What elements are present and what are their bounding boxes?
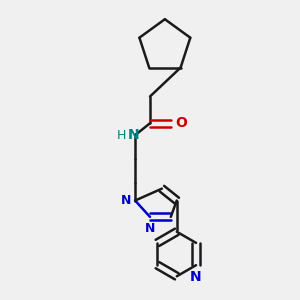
Text: N: N [145, 222, 155, 235]
Text: N: N [128, 128, 140, 142]
Text: N: N [121, 194, 132, 207]
Text: H: H [117, 129, 127, 142]
Text: N: N [190, 270, 202, 283]
Text: O: O [175, 116, 187, 130]
